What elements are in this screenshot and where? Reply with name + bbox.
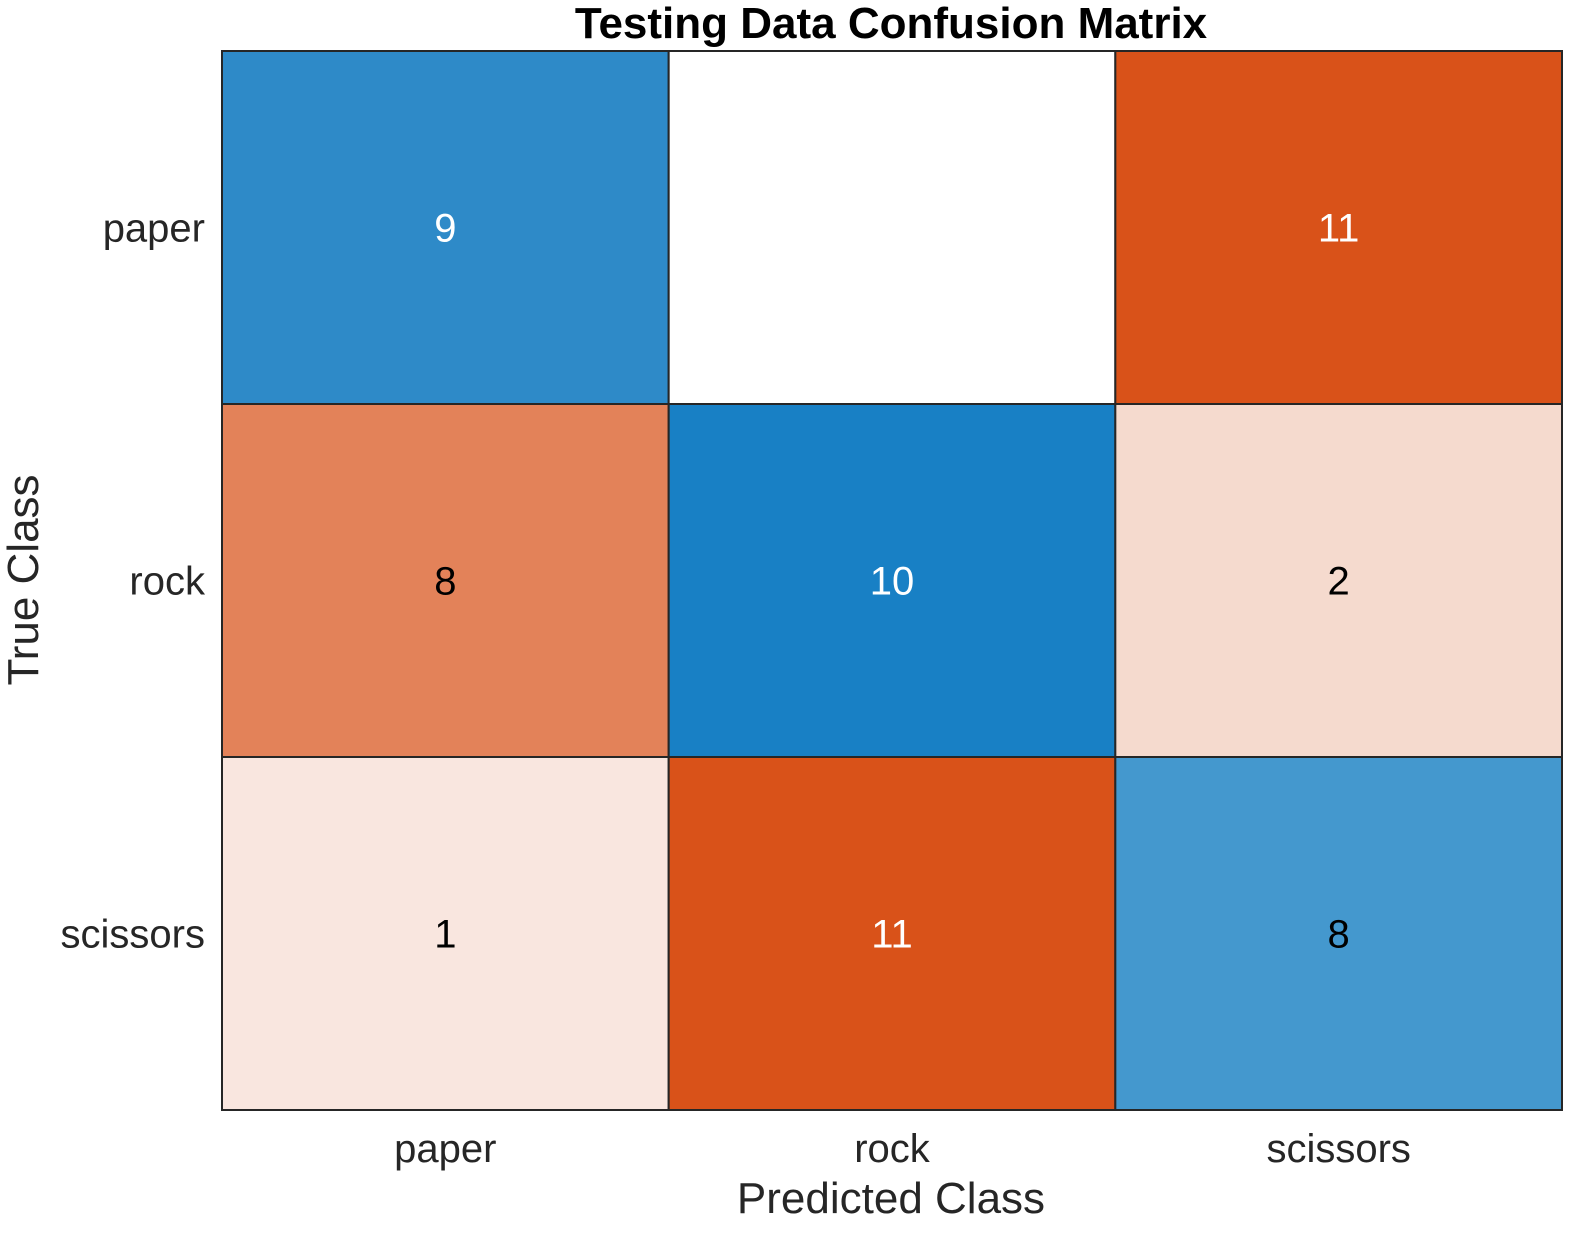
matrix-cell-scissors-paper [221, 756, 670, 1111]
cell-value-label: 1 [434, 913, 456, 957]
matrix-cell-labels: 9 118 10 21 11 8 [434, 207, 1359, 957]
cell-value-label: 10 [870, 560, 915, 604]
cell-value-label: 8 [434, 560, 456, 604]
x-tick-label-rock: rock [854, 1127, 931, 1171]
y-tick-labels: paper rock scissors [61, 207, 206, 957]
cell-value-label: 11 [1318, 207, 1360, 251]
matrix-cell-scissors-scissors [1114, 756, 1564, 1111]
x-tick-labels: paper rock scissors [394, 1127, 1411, 1171]
cell-value-label: 11 [871, 913, 913, 957]
plot-frame [221, 50, 1563, 1111]
x-tick-label-paper: paper [394, 1127, 496, 1171]
matrix-cell-paper-scissors [1114, 50, 1564, 405]
y-tick-label-scissors: scissors [61, 913, 205, 957]
cell-value-label: 9 [434, 207, 456, 251]
x-tick-label-scissors: scissors [1266, 1127, 1410, 1171]
matrix-cells [221, 50, 1564, 1111]
y-tick-label-paper: paper [103, 207, 205, 251]
matrix-cell-rock-scissors [1114, 403, 1564, 758]
matrix-cell-scissors-rock [667, 756, 1117, 1111]
cell-value-label: 8 [1328, 913, 1350, 957]
matrix-cell-rock-paper [221, 403, 670, 758]
matrix-cell-paper-paper [221, 50, 670, 405]
x-axis-label: Predicted Class [737, 1174, 1045, 1223]
y-tick-label-rock: rock [129, 560, 206, 604]
cell-value-label: 2 [1328, 560, 1350, 604]
chart-title: Testing Data Confusion Matrix [575, 0, 1208, 48]
matrix-cell-paper-rock [667, 50, 1117, 405]
y-axis-label: True Class [0, 474, 48, 685]
